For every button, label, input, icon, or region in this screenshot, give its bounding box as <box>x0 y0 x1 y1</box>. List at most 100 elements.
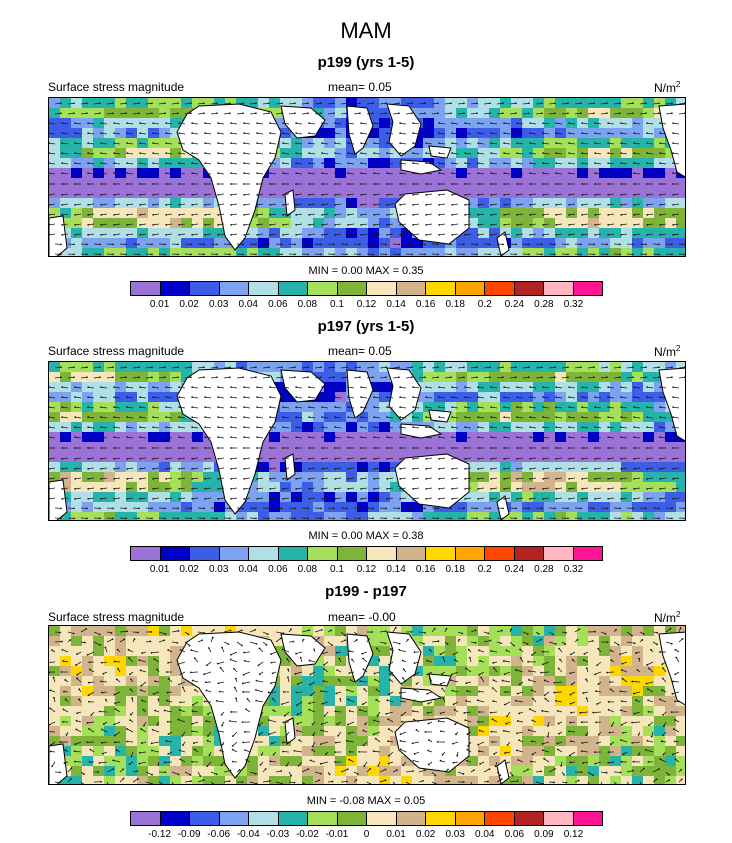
wind-arrow-head <box>424 102 426 104</box>
wind-arrow-head <box>684 253 686 255</box>
wind-arrow-head <box>607 224 609 226</box>
field-cell <box>654 208 666 219</box>
field-cell <box>588 188 600 199</box>
wind-arrow-head <box>229 102 231 104</box>
wind-arrow-head <box>529 416 531 418</box>
wind-arrow-head <box>607 478 609 480</box>
field-cell <box>643 228 655 239</box>
wind-arrow-head <box>659 426 661 428</box>
wind-arrow-head <box>359 243 361 245</box>
wind-arrow-head <box>204 194 206 196</box>
field-cell <box>159 452 171 463</box>
field-cell <box>93 512 105 521</box>
wind-arrow-head <box>490 132 492 134</box>
field-cell <box>93 472 105 483</box>
wind-arrow-head <box>217 468 219 470</box>
field-cell <box>390 238 402 249</box>
wind-arrow-head <box>217 458 219 460</box>
field-cell <box>192 482 204 493</box>
wind-arrow-head <box>321 183 323 185</box>
wind-arrow-head <box>451 162 453 164</box>
field-cell <box>170 238 182 249</box>
field-cell <box>566 462 578 473</box>
wind-arrow-head <box>620 183 622 185</box>
wind-arrow-head <box>230 478 232 480</box>
wind-arrow-head <box>607 122 609 124</box>
wind-arrow-head <box>165 194 167 196</box>
field-cell <box>632 472 644 483</box>
wind-arrow-head <box>672 183 674 185</box>
wind-arrow-head <box>412 416 414 418</box>
wind-arrow-head <box>672 194 674 196</box>
wind-arrow-head <box>282 142 284 144</box>
wind-arrow-head <box>438 224 440 226</box>
wind-arrow-head <box>112 243 114 245</box>
wind-arrow-head <box>125 517 127 519</box>
wind-arrow-head <box>373 406 375 408</box>
wind-arrow-head <box>74 172 76 174</box>
field-cell <box>632 218 644 229</box>
wind-arrow-head <box>243 183 245 185</box>
field-cell <box>148 238 160 249</box>
field-cell <box>478 228 490 239</box>
field-cell <box>412 98 424 109</box>
colorbar-swatch <box>161 282 191 295</box>
field-cell <box>159 442 171 453</box>
wind-arrow-head <box>373 386 375 388</box>
field-cell <box>104 198 116 209</box>
field-cell <box>500 218 512 229</box>
field-cell <box>115 218 127 229</box>
field-cell <box>621 512 633 521</box>
wind-arrow-head <box>152 488 154 490</box>
field-cell <box>555 218 567 229</box>
field-cell <box>335 248 347 257</box>
field-cell <box>137 512 149 521</box>
wind-arrow-head <box>333 507 335 509</box>
field-cell <box>577 472 589 483</box>
wind-arrow-head <box>386 406 388 408</box>
field-cell <box>610 228 622 239</box>
field-cell <box>71 452 83 463</box>
wind-arrow-head <box>593 366 595 368</box>
wind-arrow-head <box>581 458 583 460</box>
wind-arrow-head <box>399 172 401 174</box>
field-cell <box>544 228 556 239</box>
wind-arrow-head <box>282 447 284 449</box>
wind-arrow-head <box>165 172 167 174</box>
wind-arrow-head <box>100 458 102 460</box>
wind-arrow-head <box>203 112 205 114</box>
wind-arrow-head <box>294 366 296 368</box>
wind-arrow-head <box>216 366 218 368</box>
wind-arrow-head <box>451 172 453 174</box>
wind-arrow-head <box>256 426 258 428</box>
field-cell <box>357 238 369 249</box>
wind-arrow-head <box>477 488 479 490</box>
field-cell <box>610 482 622 493</box>
wind-arrow-head <box>165 447 167 449</box>
wind-arrow-head <box>282 458 284 460</box>
wind-arrow-head <box>464 152 466 154</box>
wind-arrow-head <box>152 386 154 388</box>
wind-arrow-head <box>347 132 349 134</box>
wind-arrow-head <box>412 122 414 124</box>
wind-arrow-head <box>633 468 635 470</box>
field-cell <box>467 178 479 189</box>
field-cell <box>478 208 490 219</box>
wind-arrow-head <box>593 253 595 255</box>
field-cell <box>665 248 677 257</box>
wind-arrow-head <box>399 416 401 418</box>
wind-arrow-head <box>399 214 401 216</box>
field-cell <box>544 248 556 257</box>
field-cell <box>555 228 567 239</box>
wind-arrow-head <box>672 488 674 490</box>
wind-arrow-head <box>425 122 427 124</box>
field-cell <box>280 218 292 229</box>
wind-arrow-head <box>61 204 63 206</box>
wind-arrow-head <box>490 194 492 196</box>
wind-arrow-head <box>554 112 556 114</box>
wind-arrow-head <box>516 183 518 185</box>
wind-arrow-head <box>255 112 257 114</box>
wind-arrow-head <box>256 386 258 388</box>
wind-arrow-head <box>308 426 310 428</box>
wind-arrow-head <box>528 376 530 378</box>
